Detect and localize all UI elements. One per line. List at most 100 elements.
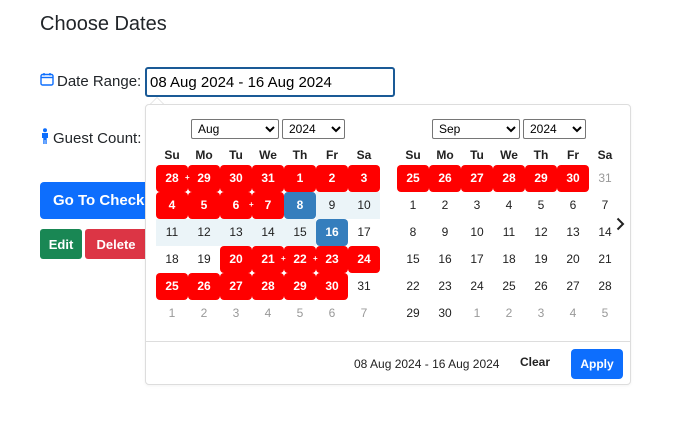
go-to-checkout-button[interactable]: Go To Checko xyxy=(40,182,152,219)
clear-button[interactable]: Clear xyxy=(520,355,551,369)
calendar-day[interactable]: 30 xyxy=(220,165,252,192)
calendar-day[interactable]: 5 xyxy=(188,192,220,219)
calendar-day[interactable]: 26 xyxy=(429,165,461,192)
calendar-day[interactable]: 16 xyxy=(438,252,452,266)
delete-button[interactable]: Delete xyxy=(85,229,147,259)
calendar-day[interactable]: 19 xyxy=(197,252,211,266)
month-select[interactable]: Aug xyxy=(191,119,279,139)
calendar-day[interactable]: 8 xyxy=(284,192,316,219)
calendar-day[interactable]: 1 xyxy=(473,306,481,320)
calendar-day[interactable]: 4 xyxy=(505,198,513,212)
calendar-day[interactable]: 2 xyxy=(505,306,513,320)
year-select[interactable]: 2024 xyxy=(282,119,345,139)
calendar-day[interactable]: 30 xyxy=(316,273,348,300)
calendar-day[interactable]: 29 xyxy=(284,273,316,300)
calendar-day[interactable]: 12 xyxy=(188,219,220,246)
calendar-day[interactable]: 3 xyxy=(348,165,380,192)
calendar-day[interactable]: 17 xyxy=(357,225,371,239)
calendar-day[interactable]: 15 xyxy=(284,219,316,246)
calendar-day[interactable]: 24 xyxy=(470,279,484,293)
calendar-day[interactable]: 4 xyxy=(264,306,272,320)
calendar-day[interactable]: 9 xyxy=(316,192,348,219)
calendar-day[interactable]: 6 xyxy=(328,306,336,320)
calendar-day[interactable]: 28 xyxy=(252,273,284,300)
calendar-day[interactable]: 27 xyxy=(220,273,252,300)
calendar-day[interactable]: 13 xyxy=(220,219,252,246)
calendar-day[interactable]: 30 xyxy=(438,306,452,320)
calendar-day[interactable]: 6 xyxy=(569,198,577,212)
calendar-day[interactable]: 22 xyxy=(281,246,316,273)
calendar-day[interactable]: 30 xyxy=(557,165,589,192)
calendar-day[interactable]: 5 xyxy=(601,306,609,320)
calendar-day[interactable]: 28 xyxy=(598,279,612,293)
month-select[interactable]: Sep xyxy=(432,119,520,139)
calendar-day[interactable]: 21 xyxy=(598,252,612,266)
calendar-day[interactable]: 29 xyxy=(406,306,420,320)
calendar-day[interactable]: 26 xyxy=(534,279,548,293)
calendar-day[interactable]: 11 xyxy=(502,225,516,239)
calendar-day[interactable]: 3 xyxy=(232,306,240,320)
calendar-day[interactable]: 25 xyxy=(502,279,516,293)
calendar-day[interactable]: 23 xyxy=(438,279,452,293)
calendar-week-row: 29 30 1 2 3 4 5 xyxy=(397,300,621,327)
calendar-day[interactable]: 26 xyxy=(188,273,220,300)
calendar-day[interactable]: 15 xyxy=(406,252,420,266)
calendar-day[interactable]: 13 xyxy=(566,225,580,239)
calendar-day[interactable]: 7 xyxy=(249,192,284,219)
calendar-day[interactable]: 20 xyxy=(220,246,252,273)
calendar-day[interactable]: 5 xyxy=(296,306,304,320)
calendar-day[interactable]: 7 xyxy=(601,198,609,212)
calendar-day[interactable]: 31 xyxy=(598,171,612,185)
calendar-day[interactable]: 3 xyxy=(473,198,481,212)
calendar-day[interactable]: 28 xyxy=(156,165,188,192)
calendar-day[interactable]: 2 xyxy=(316,165,348,192)
calendar-day[interactable]: 21 xyxy=(252,246,284,273)
calendar-day[interactable]: 11 xyxy=(156,219,188,246)
calendar-day[interactable]: 1 xyxy=(284,165,316,192)
calendar-day[interactable]: 27 xyxy=(566,279,580,293)
calendar-day[interactable]: 10 xyxy=(348,192,380,219)
calendar-day[interactable]: 23 xyxy=(313,246,348,273)
calendar-day[interactable]: 5 xyxy=(537,198,545,212)
apply-button[interactable]: Apply xyxy=(571,349,623,379)
calendar-day[interactable]: 7 xyxy=(360,306,368,320)
calendar-day[interactable]: 1 xyxy=(409,198,417,212)
calendar-day[interactable]: 24 xyxy=(348,246,380,273)
calendar-day[interactable]: 3 xyxy=(537,306,545,320)
calendar-day[interactable]: 31 xyxy=(252,165,284,192)
calendar-day[interactable]: 4 xyxy=(569,306,577,320)
calendar-day[interactable]: 25 xyxy=(397,165,429,192)
calendar-day[interactable]: 2 xyxy=(441,198,449,212)
calendar-day[interactable]: 14 xyxy=(598,225,612,239)
calendar-day[interactable]: 8 xyxy=(409,225,417,239)
calendar-day[interactable]: 31 xyxy=(357,279,371,293)
calendar-day[interactable]: 17 xyxy=(470,252,484,266)
weekday-label: Mo xyxy=(436,148,454,162)
calendar-day[interactable]: 1 xyxy=(168,306,176,320)
calendar-day[interactable]: 19 xyxy=(534,252,548,266)
calendar-day[interactable]: 12 xyxy=(534,225,548,239)
chevron-right-icon[interactable] xyxy=(613,217,627,237)
calendar-day[interactable]: 25 xyxy=(156,273,188,300)
calendar-day[interactable]: 16 xyxy=(316,219,348,246)
calendar-day[interactable]: 20 xyxy=(566,252,580,266)
calendar-day[interactable]: 4 xyxy=(156,192,188,219)
calendar-day[interactable]: 22 xyxy=(406,279,420,293)
year-select[interactable]: 2024 xyxy=(523,119,586,139)
calendar-day[interactable]: 14 xyxy=(252,219,284,246)
date-range-input[interactable] xyxy=(145,67,395,97)
calendar-day[interactable]: 28 xyxy=(493,165,525,192)
calendar-day[interactable]: 18 xyxy=(502,252,516,266)
calendar-day[interactable]: 29 xyxy=(525,165,557,192)
calendar-day[interactable]: 18 xyxy=(165,252,179,266)
calendar-day[interactable]: 2 xyxy=(200,306,208,320)
calendar-day[interactable]: 10 xyxy=(470,225,484,239)
calendar-day[interactable]: 27 xyxy=(461,165,493,192)
edit-button[interactable]: Edit xyxy=(40,229,82,259)
weekday-label: Su xyxy=(405,148,421,162)
guest-count-label-row: Guest Count: xyxy=(40,128,141,148)
calendar-day[interactable]: 6 xyxy=(220,192,252,219)
calendar-day[interactable]: 29 xyxy=(185,165,220,192)
calendar-day[interactable]: 9 xyxy=(441,225,449,239)
